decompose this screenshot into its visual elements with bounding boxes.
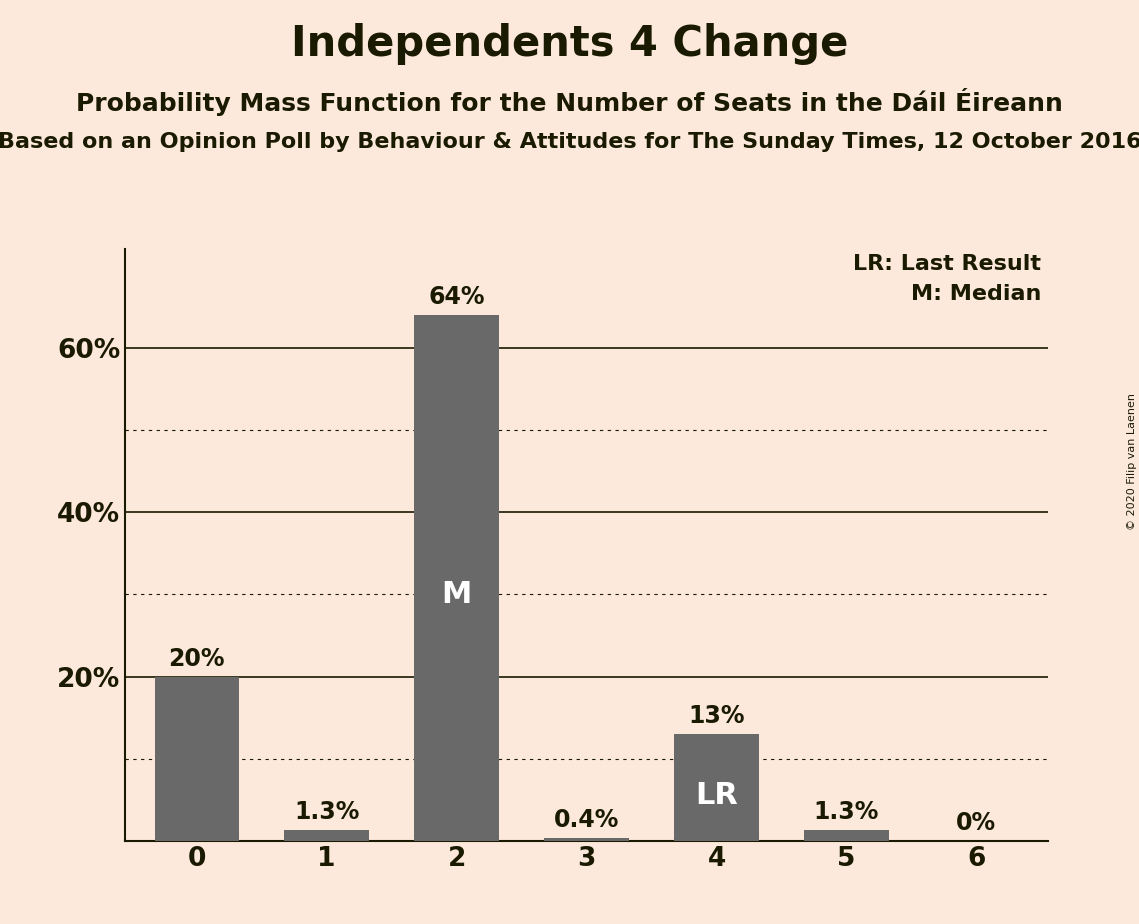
Bar	[415, 315, 499, 841]
Text: 13%: 13%	[688, 704, 745, 728]
Bar	[155, 676, 239, 841]
Text: 1.3%: 1.3%	[294, 800, 360, 824]
Text: 20%: 20%	[169, 647, 226, 671]
Text: Probability Mass Function for the Number of Seats in the Dáil Éireann: Probability Mass Function for the Number…	[76, 88, 1063, 116]
Bar	[285, 830, 369, 841]
Text: LR: Last Result: LR: Last Result	[853, 253, 1041, 274]
Text: 1.3%: 1.3%	[813, 800, 879, 824]
Text: LR: LR	[695, 782, 738, 810]
Bar	[544, 837, 629, 841]
Bar	[674, 734, 759, 841]
Text: M: M	[442, 580, 472, 609]
Text: M: Median: M: Median	[911, 284, 1041, 304]
Text: © 2020 Filip van Laenen: © 2020 Filip van Laenen	[1126, 394, 1137, 530]
Text: Independents 4 Change: Independents 4 Change	[290, 23, 849, 65]
Text: 64%: 64%	[428, 286, 485, 310]
Text: 0%: 0%	[957, 811, 997, 835]
Text: Based on an Opinion Poll by Behaviour & Attitudes for The Sunday Times, 12 Octob: Based on an Opinion Poll by Behaviour & …	[0, 132, 1139, 152]
Bar	[804, 830, 888, 841]
Text: 0.4%: 0.4%	[554, 808, 620, 832]
